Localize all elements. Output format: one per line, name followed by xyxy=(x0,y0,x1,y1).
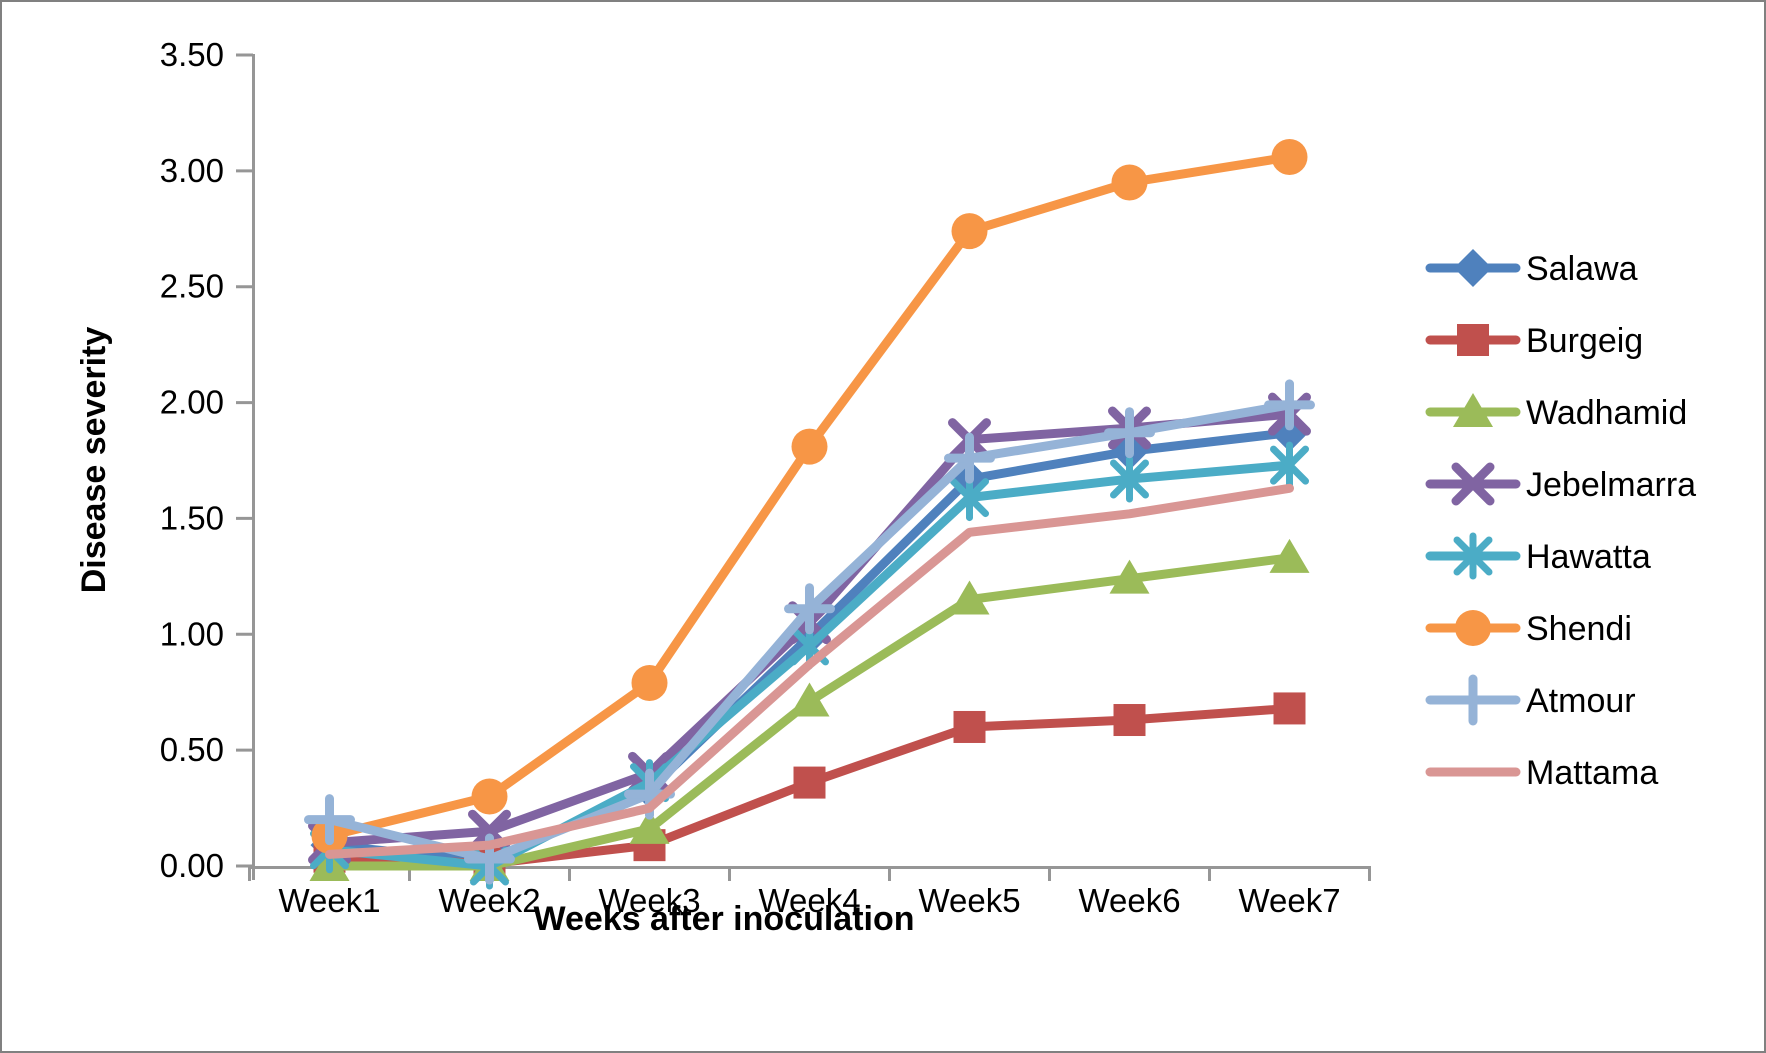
plot-area xyxy=(304,138,1315,890)
y-tick-label: 0.50 xyxy=(160,731,224,768)
series-line xyxy=(325,483,1294,859)
y-tick-label: 2.50 xyxy=(160,268,224,305)
y-tick-label: 1.00 xyxy=(160,615,224,652)
legend-label: Salawa xyxy=(1526,250,1638,288)
axes: 0.00 0.50 1.00 1.50 2.00 2.50 3.00 3.50 Week1 Wee… xyxy=(160,36,1371,919)
legend-label: Atmour xyxy=(1526,682,1636,720)
legend-label: Wadhamid xyxy=(1526,394,1687,432)
y-tick-label: 3.50 xyxy=(160,36,224,73)
legend-item-shendi: Shendi xyxy=(1425,610,1632,648)
y-tick-label: 1.50 xyxy=(160,499,224,536)
legend-label: Mattama xyxy=(1526,754,1658,792)
legend-label: Hawatta xyxy=(1526,538,1651,576)
legend-item-burgeig: Burgeig xyxy=(1425,322,1643,360)
series-atmour xyxy=(304,379,1315,885)
series-mattama xyxy=(325,483,1294,859)
x-tick-label: Week7 xyxy=(1238,882,1340,919)
legend-item-hawatta: Hawatta xyxy=(1425,532,1651,580)
legend-label: Shendi xyxy=(1526,610,1632,648)
legend-item-wadhamid: Wadhamid xyxy=(1425,393,1687,432)
y-tick-label: 0.00 xyxy=(160,847,224,884)
legend-item-mattama: Mattama xyxy=(1425,754,1658,792)
legend-item-atmour: Atmour xyxy=(1425,674,1636,726)
legend-label: Jebelmarra xyxy=(1526,466,1696,504)
x-axis-title: Weeks after inoculation xyxy=(533,900,914,938)
y-axis-title: Disease severity xyxy=(75,327,113,594)
series-shendi xyxy=(311,138,1308,854)
y-tick-label: 3.00 xyxy=(160,152,224,189)
legend-label: Burgeig xyxy=(1526,322,1643,360)
legend: Salawa Burgeig Wadhamid Jebelmarra Hawatta Sh… xyxy=(1425,249,1696,792)
x-tick-label: Week6 xyxy=(1078,882,1180,919)
x-tick-label: Week4 xyxy=(758,882,860,919)
legend-item-jebelmarra: Jebelmarra xyxy=(1425,462,1696,506)
x-tick-label: Week5 xyxy=(918,882,1020,919)
x-tick-label: Week3 xyxy=(598,882,700,919)
legend-item-salawa: Salawa xyxy=(1425,249,1638,288)
y-tick-label: 2.00 xyxy=(160,384,224,421)
x-tick-label: Week1 xyxy=(278,882,380,919)
